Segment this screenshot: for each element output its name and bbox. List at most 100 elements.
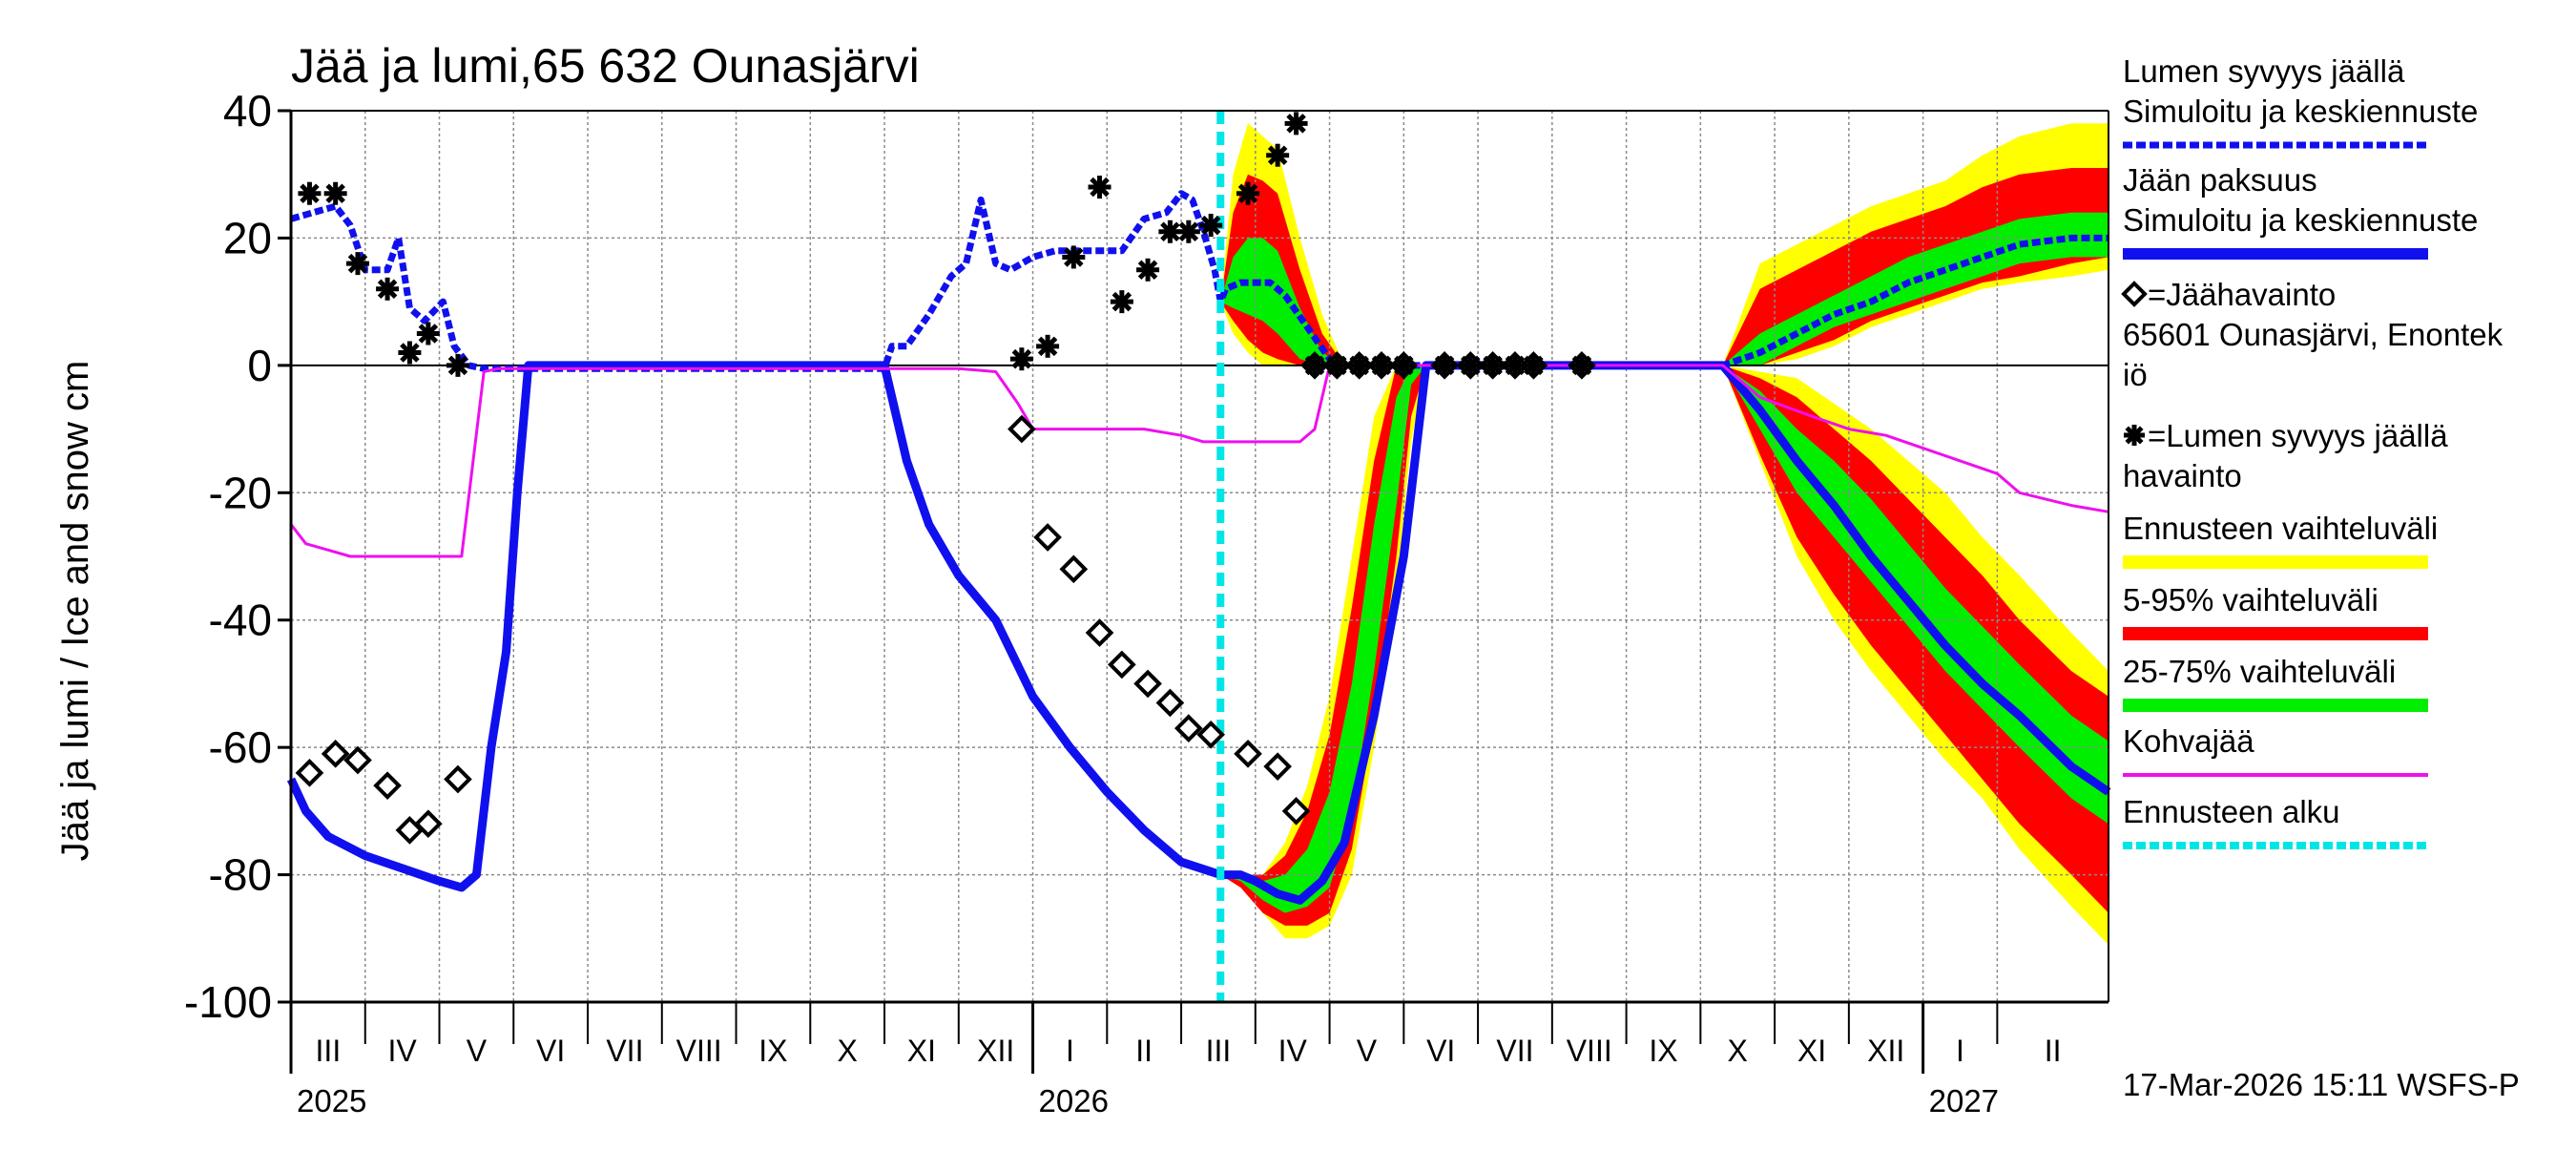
snow-observation-marker [1325,353,1349,377]
legend-item-range_full: Ennusteen vaihteluväli [2123,511,2438,569]
asterisk-stroke [1286,114,1306,134]
footer-timestamp: 17-Mar-2026 15:11 WSFS-P [2123,1067,2520,1102]
observation-markers [295,112,1596,845]
month-label: XII [1867,1034,1904,1068]
asterisk-stroke [1571,355,1592,376]
month-label: III [1206,1034,1232,1068]
legend-item-range_25_75: 25-75% vaihteluväli [2123,654,2428,712]
month-label: VI [536,1034,565,1068]
month-label: I [1066,1034,1074,1068]
asterisk-stroke [1137,260,1158,281]
legend-text: 5-95% vaihteluväli [2123,582,2379,617]
snow-observation-marker [1110,290,1133,314]
snow-observation-marker [1392,353,1416,377]
legend-text: iö [2123,357,2148,392]
chart-title: Jää ja lumi,65 632 Ounasjärvi [291,39,920,93]
snow-observation-marker [1347,353,1371,377]
snow-observation-marker [1266,143,1290,167]
month-label: VII [606,1034,643,1068]
series-lines [286,111,2111,1002]
snow-observation-marker [398,341,422,365]
year-label: 2026 [1039,1083,1109,1119]
month-label: II [2045,1034,2062,1068]
legend-text: Kohvajää [2123,723,2254,759]
asterisk-stroke [1483,355,1503,376]
legend-item-range_5_95: 5-95% vaihteluväli [2123,582,2428,640]
month-label: I [1956,1034,1964,1068]
asterisk-stroke [377,279,398,300]
month-label: X [1728,1034,1748,1068]
snow-observation-marker [1236,181,1260,205]
snow-observation-marker [1459,353,1483,377]
legend-diamond-icon [2121,281,2148,307]
legend-text: Jään paksuus [2123,162,2317,198]
month-label: IX [1649,1034,1677,1068]
asterisk-stroke [1200,215,1221,236]
y-tick-label: 20 [223,213,272,262]
ice-observation-marker [1033,523,1062,552]
snow-observation-marker [323,181,347,205]
ice-observation-marker [1263,752,1292,781]
legend-item-fc_start: Ennusteen alku [2123,794,2428,849]
legend-item-snow_sim: Lumen syvyys jäällä Simuloitu ja keskienn… [2123,53,2478,149]
asterisk-stroke [1349,355,1369,376]
month-label: XI [907,1034,936,1068]
month-label: X [837,1034,857,1068]
legend-text: =Jäähavainto [2148,277,2336,312]
snow-observation-marker [1284,112,1308,136]
month-label: V [467,1034,488,1068]
ice-observation-marker [444,764,472,794]
asterisk-stroke [1011,348,1032,369]
asterisk-stroke [1178,221,1199,242]
month-label: III [316,1034,342,1068]
snow-observation-marker [1009,347,1033,371]
asterisk-stroke [300,183,320,203]
band-25-75 [1220,238,1367,366]
y-tick-label: -60 [209,722,272,772]
ice-observation-marker [1085,618,1114,647]
snow-observation-marker [1370,353,1393,377]
snow-observation-marker [1158,220,1182,243]
legend-item-kohva: Kohvajää [2123,723,2428,777]
legend-item-ice_sim: Jään paksuus Simuloitu ja keskiennuste [2123,162,2478,260]
legend-text: =Lumen syvyys jäällä [2148,418,2448,453]
y-tick-label: -20 [209,468,272,517]
band-25-75 [1220,365,1426,913]
asterisk-stroke [1524,355,1544,376]
legend-text: havainto [2123,458,2242,493]
snow-observation-marker [1569,353,1593,377]
ice-observation-marker [1155,688,1185,718]
snow-observation-marker [298,181,322,205]
snow-observation-marker [1036,334,1060,358]
legend-text: 25-75% vaihteluväli [2123,654,2396,689]
ice-observation-marker [1008,414,1036,444]
legend-text: Ennusteen alku [2123,794,2340,829]
y-tick-label: 0 [247,341,272,390]
asterisk-stroke [1327,355,1347,376]
month-label: VI [1426,1034,1455,1068]
series-kohva [289,364,2109,558]
snow-observation-marker [1303,353,1327,377]
month-label: V [1357,1034,1378,1068]
ice-observation-marker [321,739,350,768]
ice-observation-marker [1281,797,1311,826]
series-snow_sim [290,190,2109,372]
ice-observation-marker [1196,720,1225,749]
legend-text: Lumen syvyys jäällä [2123,53,2405,89]
band-25-75 [1722,212,2109,366]
asterisk-stroke [1111,291,1132,312]
snow-observation-marker [416,322,440,345]
asterisk-stroke [1461,355,1481,376]
ice-observation-marker [414,809,443,839]
y-tick-label: -100 [184,977,272,1027]
legend-text: 65601 Ounasjärvi, Enontek [2123,317,2503,352]
month-label: VIII [1567,1034,1612,1068]
band-5-95 [1220,365,1426,926]
snow-observation-marker [376,277,400,301]
legend-item-snow_obs: =Lumen syvyys jäällä havainto [2123,418,2448,493]
snow-observation-marker [345,252,369,276]
ice-observation-marker [343,745,372,775]
snow-observation-marker [1199,214,1223,238]
